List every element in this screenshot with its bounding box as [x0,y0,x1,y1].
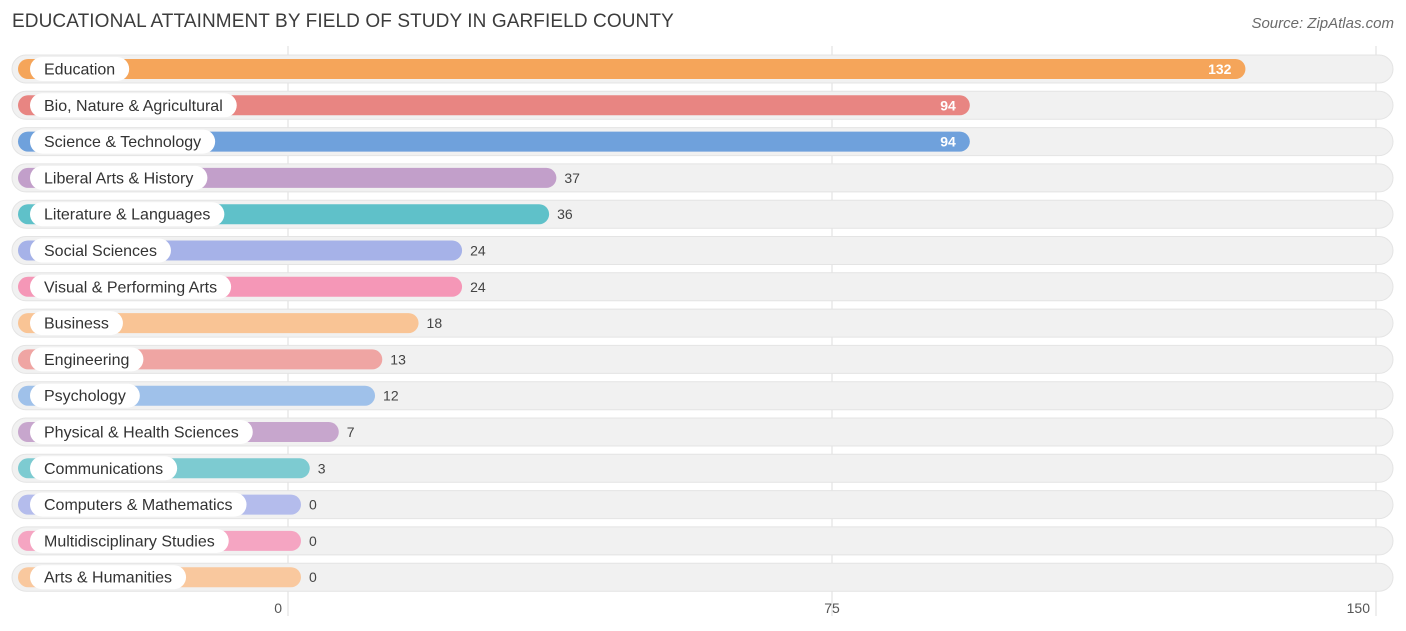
category-label: Physical & Health Sciences [44,425,239,442]
value-label: 3 [318,460,326,476]
value-label: 37 [564,170,580,186]
category-label: Engineering [44,352,129,369]
bar-row: Literature & Languages 36 [11,199,1394,229]
category-label-pill [30,565,187,590]
bar-row: Science & Technology 94 [11,127,1394,157]
bar-track [11,417,1394,447]
value-label: 94 [940,97,956,113]
value-label: 36 [557,206,573,222]
bar-track [11,453,1394,483]
bar[interactable] [18,95,970,116]
category-label: Education [44,62,115,79]
x-tick-label: 75 [824,600,840,616]
category-label-pill [30,383,140,408]
bar-row: Computers & Mathematics 0 [11,490,1394,520]
bar-track [11,526,1394,556]
bar[interactable] [18,59,1246,79]
x-tick-label: 0 [274,600,282,616]
category-label-pill [30,528,229,553]
category-label-pill [30,274,232,299]
bar-row: Business 18 [11,308,1394,338]
bar-row: Arts & Humanities 0 [11,562,1394,592]
value-label: 7 [347,424,355,440]
category-label-pill [30,57,130,81]
category-label-pill [30,129,216,154]
chart-title: EDUCATIONAL ATTAINMENT BY FIELD OF STUDY… [12,11,674,32]
category-label-pill [30,93,237,118]
category-label: Bio, Nature & Agricultural [44,98,223,115]
category-label: Science & Technology [44,134,201,151]
category-label-pill [30,311,123,336]
category-label: Psychology [44,388,126,405]
x-tick-label: 150 [1347,600,1371,616]
category-label-pill [30,492,247,517]
value-label: 13 [390,351,406,367]
value-label: 0 [309,569,317,585]
value-label: 0 [309,533,317,549]
bar-row: Psychology 12 [11,381,1394,411]
category-label: Business [44,316,109,333]
category-label-pill [30,347,144,372]
category-label: Arts & Humanities [44,570,172,587]
bar-row: Education 132 [11,54,1394,84]
bar-row: Engineering 13 [11,344,1394,374]
value-label: 18 [427,315,443,331]
category-label-pill [30,202,225,227]
category-label: Social Sciences [44,243,157,260]
category-label: Liberal Arts & History [44,170,193,187]
category-label-pill [30,456,178,481]
bar-row: Physical & Health Sciences 7 [11,417,1394,447]
bar-row: Liberal Arts & History 37 [11,163,1394,193]
category-label: Visual & Performing Arts [44,279,217,296]
category-label: Communications [44,461,163,478]
bar-track [11,562,1394,592]
value-label: 132 [1208,61,1232,77]
category-label-pill [30,238,171,263]
bar-row: Social Sciences 24 [11,236,1394,265]
category-label: Multidisciplinary Studies [44,533,215,550]
value-label: 24 [470,279,486,295]
bar-row: Multidisciplinary Studies 0 [11,526,1394,556]
bar-row: Bio, Nature & Agricultural 94 [11,90,1394,120]
bar[interactable] [18,131,970,152]
value-label: 0 [309,497,317,513]
value-label: 94 [940,134,956,150]
bar-row: Visual & Performing Arts 24 [11,272,1394,302]
bar-row: Communications 3 [11,453,1394,483]
category-label: Computers & Mathematics [44,497,233,514]
value-label: 12 [383,388,399,404]
category-label: Literature & Languages [44,207,210,224]
value-label: 24 [470,243,486,259]
bar-track [11,490,1394,520]
source-note: Source: ZipAtlas.com [1251,15,1394,32]
category-label-pill [30,420,253,444]
category-label-pill [30,165,208,190]
